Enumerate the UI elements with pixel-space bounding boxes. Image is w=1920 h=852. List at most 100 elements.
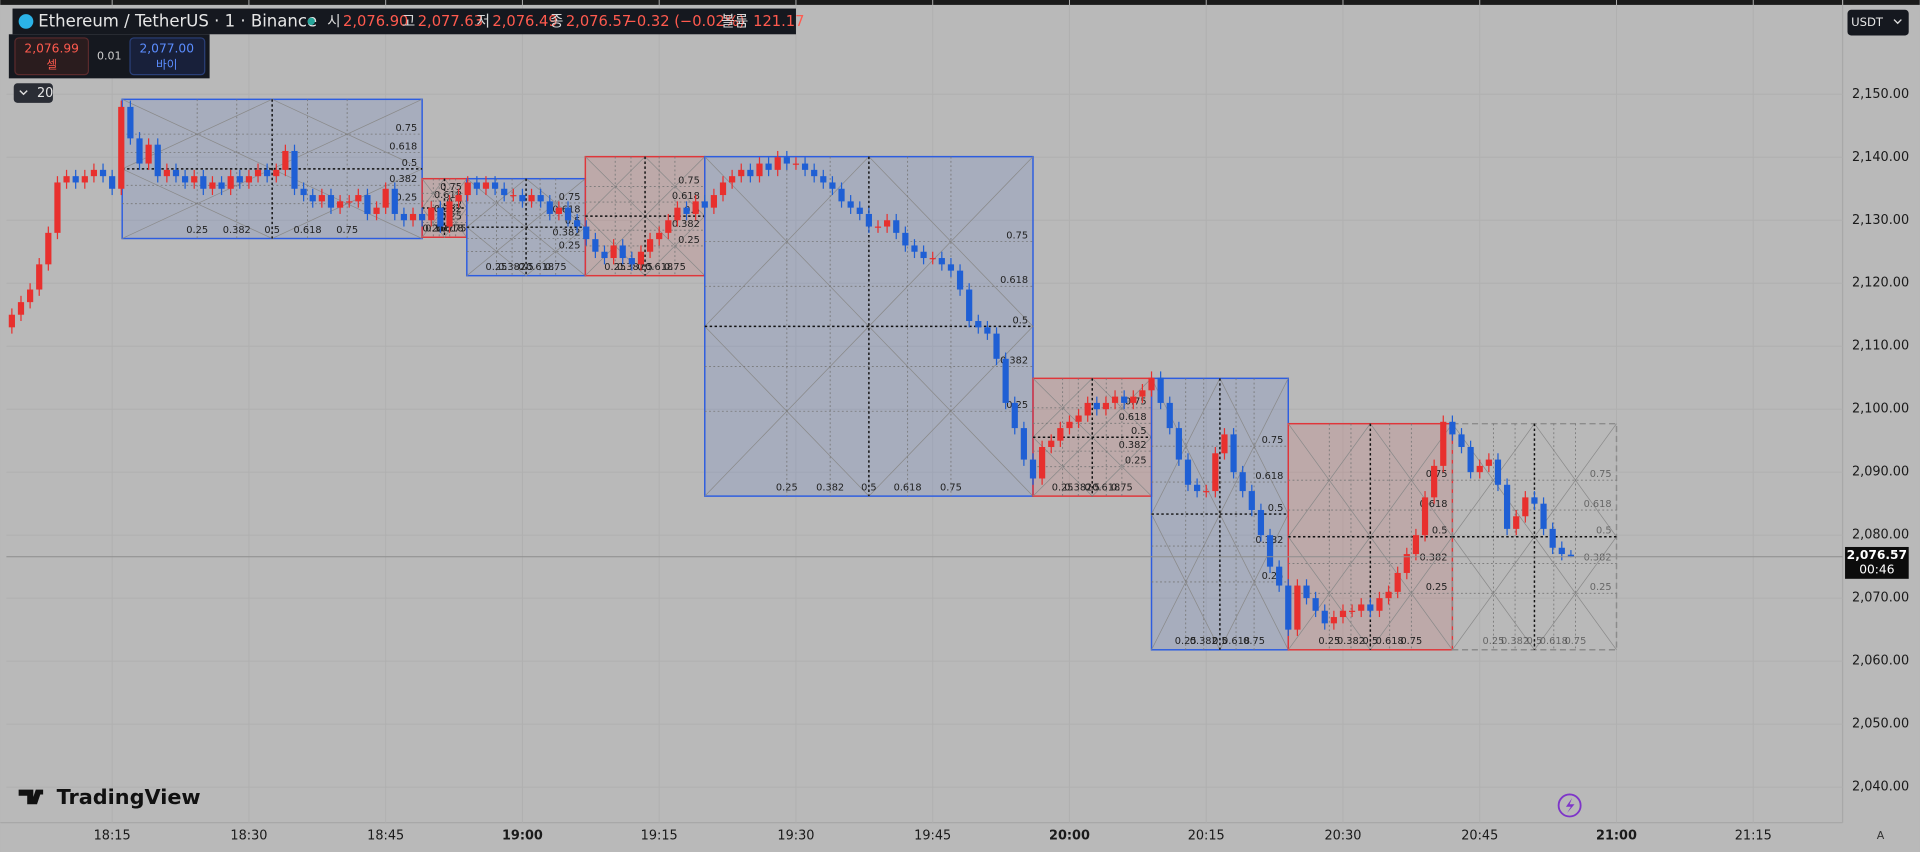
candle-body — [364, 195, 371, 214]
candle-body — [637, 251, 645, 265]
buy-label: 바이 — [156, 57, 177, 71]
candle-body — [1011, 402, 1018, 429]
candle-body — [236, 176, 243, 183]
candle-body — [1166, 402, 1173, 429]
candle-body — [1184, 459, 1192, 485]
candle-body — [701, 201, 708, 208]
fib-label: 0.382 — [1337, 636, 1365, 647]
candle-body — [528, 195, 535, 202]
candle-body — [400, 213, 408, 221]
y-tick-label: 2,040.00 — [1852, 780, 1909, 795]
candle-body — [145, 144, 152, 164]
candle-body — [464, 182, 471, 196]
candle-body — [27, 289, 34, 303]
fib-label: 0.25 — [678, 235, 700, 246]
fib-label: 0.618 — [672, 191, 700, 202]
candle-body — [1175, 428, 1182, 460]
candle-body — [564, 207, 572, 221]
fib-label: 0.618 — [894, 483, 922, 494]
candle-body — [90, 169, 98, 177]
candle-body — [1266, 535, 1274, 567]
high-label: 고 — [402, 13, 416, 30]
candle-body — [1513, 516, 1520, 529]
candle-body — [1194, 484, 1201, 492]
candle-body — [829, 182, 836, 189]
fib-label: 0.382 — [552, 228, 580, 239]
candle-body — [1339, 610, 1347, 618]
x-tick-label: 19:45 — [914, 829, 951, 844]
fib-label: 0.75 — [336, 225, 358, 236]
indicator-chip[interactable] — [13, 83, 53, 103]
candle-body — [756, 163, 763, 177]
candle-body — [327, 195, 335, 208]
candle-body — [245, 176, 253, 183]
fib-box: 0.250.250.3820.3820.50.50.6180.6180.750.… — [1032, 377, 1153, 497]
sell-label: 셀 — [46, 57, 57, 71]
candle-body — [81, 176, 88, 183]
candle-body — [656, 232, 663, 240]
buy-button[interactable] — [129, 37, 206, 76]
open-value: 2,076.90 — [343, 13, 408, 30]
fib-label: 0.618 — [434, 190, 462, 201]
y-tick-label: 2,100.00 — [1852, 402, 1909, 417]
fib-label: 0.5 — [518, 262, 534, 273]
candle-body — [1367, 604, 1374, 611]
fib-box: 0.250.250.3820.3820.50.50.6180.6180.750.… — [466, 177, 587, 277]
candle-body — [555, 207, 562, 214]
fib-label: 0.382 — [1501, 636, 1529, 647]
candle-body — [428, 207, 435, 221]
candle-body — [1531, 497, 1538, 504]
candle-body — [1121, 396, 1128, 403]
sell-button[interactable] — [14, 37, 90, 76]
fib-label: 0.618 — [389, 141, 417, 152]
candle-body — [801, 163, 809, 170]
candle-body — [1522, 497, 1529, 517]
candle-body — [820, 176, 827, 183]
fib-label: 0.25 — [1426, 582, 1448, 593]
candle-body — [920, 251, 927, 259]
legend-header: Ethereum / TetherUS · 1 · Binance 시 2,07… — [12, 8, 804, 35]
candle-body — [774, 157, 781, 170]
candle-body — [127, 106, 134, 139]
candle-body — [1039, 446, 1046, 479]
fib-label: 0.25 — [1052, 483, 1074, 494]
candle-body — [491, 182, 499, 189]
fib-box: 0.250.250.3820.3820.50.50.6180.6180.750.… — [1150, 377, 1290, 651]
candle-body — [765, 163, 772, 170]
candle-body — [1503, 484, 1511, 529]
fib-label: 0.25 — [422, 224, 444, 235]
currency-select[interactable]: USDT — [1847, 9, 1909, 36]
candle-body — [683, 207, 690, 214]
fib-label: 0.618 — [1540, 636, 1568, 647]
auto-scale[interactable]: A — [1877, 829, 1885, 842]
candle-body — [191, 176, 198, 183]
candle-body — [45, 232, 52, 265]
chevron — [19, 90, 28, 96]
candle-body — [1412, 535, 1420, 555]
candle-body — [482, 182, 490, 189]
candle-body — [1494, 459, 1502, 485]
candle-body — [254, 169, 262, 177]
axes: 2,040.00 2,050.00 2,060.00 2,070.00 2,080.00… — [94, 87, 1910, 844]
y-tick-label: 2,090.00 — [1852, 465, 1909, 480]
candle-body — [382, 188, 389, 208]
indicator-toggle[interactable]: 20 — [13, 83, 54, 103]
fib-label: 0.382 — [1119, 440, 1147, 451]
x-tick-label: 20:45 — [1461, 829, 1498, 844]
candle-body — [501, 188, 508, 196]
fib-label: 0.25 — [1175, 636, 1197, 647]
fib-label: 0.618 — [1419, 499, 1447, 510]
currency-button[interactable] — [1847, 9, 1909, 36]
alert-icon[interactable] — [1557, 793, 1582, 818]
fib-label: 0.382 — [672, 219, 700, 230]
x-tick-label: 18:15 — [94, 829, 131, 844]
candle-body — [510, 195, 517, 197]
candle-body — [1458, 434, 1465, 447]
fib-label: 0.5 — [1432, 526, 1448, 537]
candle-body — [783, 157, 790, 164]
low-label: 저 — [476, 13, 490, 30]
candle-body — [1130, 396, 1137, 403]
y-tick-label: 2,050.00 — [1852, 717, 1909, 732]
